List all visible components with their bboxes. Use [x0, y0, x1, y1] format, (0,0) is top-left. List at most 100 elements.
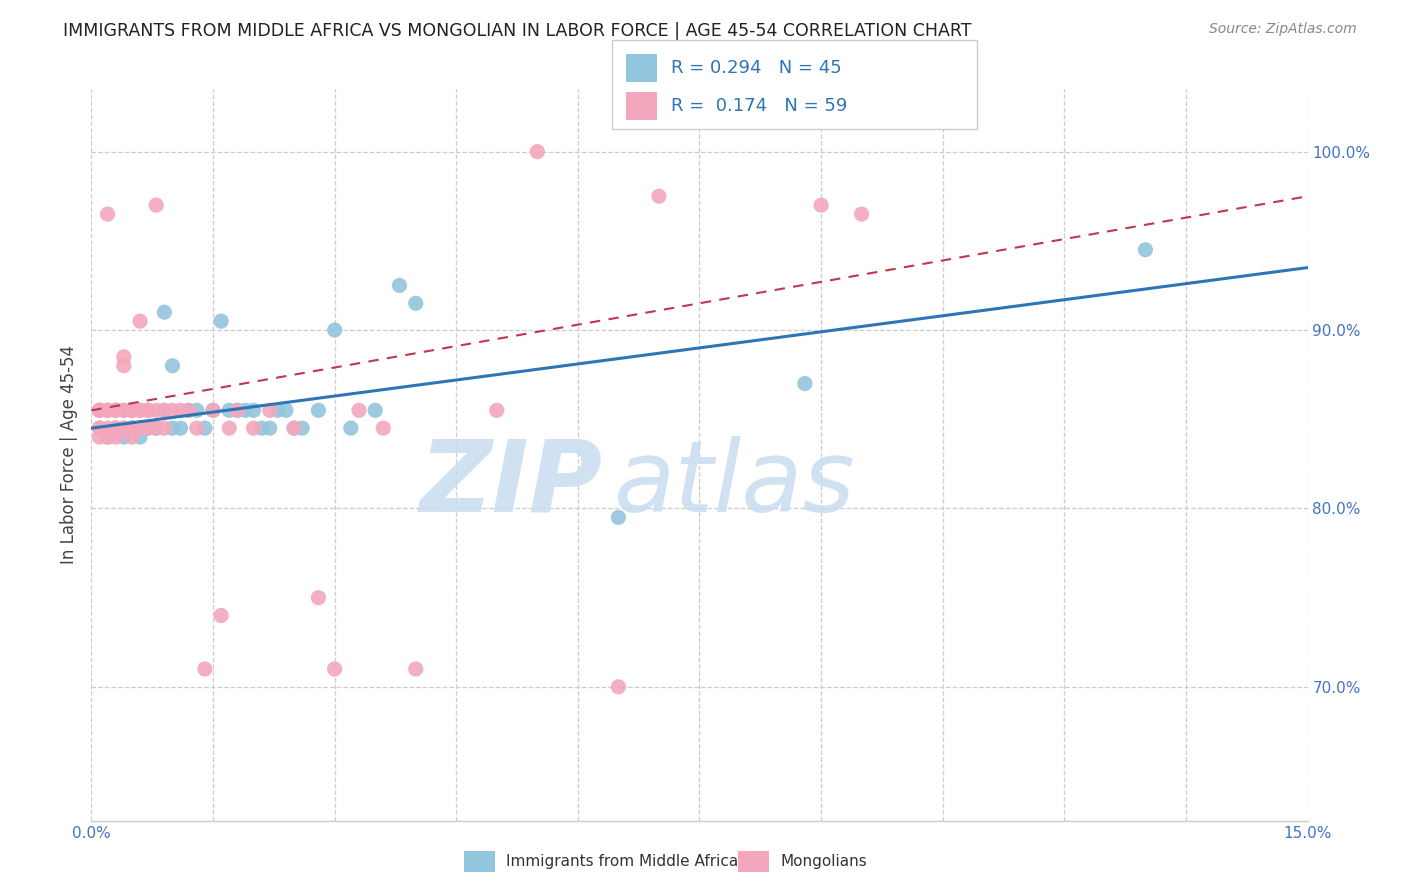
- Point: [218, 403, 240, 417]
- Point: [145, 421, 167, 435]
- Point: [235, 403, 257, 417]
- Point: [405, 296, 427, 310]
- Point: [810, 198, 832, 212]
- Point: [145, 421, 167, 435]
- Point: [112, 350, 135, 364]
- Point: [202, 403, 225, 417]
- Point: [209, 314, 232, 328]
- Point: [121, 421, 143, 435]
- Point: [129, 403, 152, 417]
- Point: [145, 403, 167, 417]
- Point: [136, 403, 159, 417]
- Point: [169, 421, 191, 435]
- Point: [388, 278, 411, 293]
- Point: [153, 305, 176, 319]
- Point: [218, 421, 240, 435]
- Point: [274, 403, 297, 417]
- Text: Immigrants from Middle Africa: Immigrants from Middle Africa: [506, 855, 738, 869]
- Point: [89, 430, 111, 444]
- Point: [364, 403, 387, 417]
- Text: Mongolians: Mongolians: [780, 855, 868, 869]
- Text: R = 0.294   N = 45: R = 0.294 N = 45: [671, 59, 841, 77]
- Point: [607, 680, 630, 694]
- Point: [104, 421, 127, 435]
- Text: R =  0.174   N = 59: R = 0.174 N = 59: [671, 97, 846, 115]
- Point: [307, 591, 329, 605]
- Point: [226, 403, 249, 417]
- Point: [283, 421, 305, 435]
- Point: [104, 403, 127, 417]
- Point: [136, 421, 159, 435]
- Point: [121, 430, 143, 444]
- Point: [250, 421, 273, 435]
- Point: [373, 421, 395, 435]
- Point: [89, 403, 111, 417]
- Point: [242, 421, 264, 435]
- Point: [283, 421, 305, 435]
- Point: [242, 403, 264, 417]
- Point: [136, 421, 159, 435]
- Y-axis label: In Labor Force | Age 45-54: In Labor Force | Age 45-54: [59, 345, 77, 565]
- Point: [129, 314, 152, 328]
- Point: [112, 403, 135, 417]
- Point: [121, 421, 143, 435]
- Point: [129, 430, 152, 444]
- Point: [129, 403, 152, 417]
- Point: [851, 207, 873, 221]
- Point: [136, 403, 159, 417]
- Point: [121, 421, 143, 435]
- Point: [104, 430, 127, 444]
- Point: [97, 207, 120, 221]
- Point: [226, 403, 249, 417]
- Point: [104, 421, 127, 435]
- Point: [162, 359, 184, 373]
- Point: [121, 403, 143, 417]
- Point: [136, 403, 159, 417]
- Text: IMMIGRANTS FROM MIDDLE AFRICA VS MONGOLIAN IN LABOR FORCE | AGE 45-54 CORRELATIO: IMMIGRANTS FROM MIDDLE AFRICA VS MONGOLI…: [63, 22, 972, 40]
- Point: [104, 403, 127, 417]
- Point: [291, 421, 314, 435]
- Point: [1135, 243, 1157, 257]
- Point: [121, 403, 143, 417]
- Point: [121, 421, 143, 435]
- Point: [112, 430, 135, 444]
- Point: [177, 403, 200, 417]
- Point: [129, 421, 152, 435]
- Point: [112, 403, 135, 417]
- Point: [169, 403, 191, 417]
- Point: [186, 403, 208, 417]
- Point: [194, 421, 217, 435]
- Point: [112, 421, 135, 435]
- Point: [162, 403, 184, 417]
- Point: [153, 403, 176, 417]
- Point: [129, 403, 152, 417]
- Point: [194, 662, 217, 676]
- Point: [607, 510, 630, 524]
- Point: [97, 403, 120, 417]
- Point: [259, 403, 281, 417]
- Point: [97, 403, 120, 417]
- Point: [112, 359, 135, 373]
- Point: [89, 421, 111, 435]
- Point: [267, 403, 290, 417]
- Point: [793, 376, 815, 391]
- Point: [323, 662, 346, 676]
- Text: atlas: atlas: [614, 435, 856, 533]
- Point: [340, 421, 363, 435]
- Point: [97, 421, 120, 435]
- Point: [162, 421, 184, 435]
- Point: [202, 403, 225, 417]
- Point: [347, 403, 370, 417]
- Point: [648, 189, 671, 203]
- Point: [104, 421, 127, 435]
- Point: [89, 403, 111, 417]
- Point: [177, 403, 200, 417]
- Point: [97, 403, 120, 417]
- Text: Source: ZipAtlas.com: Source: ZipAtlas.com: [1209, 22, 1357, 37]
- Point: [97, 430, 120, 444]
- Text: ZIP: ZIP: [419, 435, 602, 533]
- Point: [112, 421, 135, 435]
- Point: [153, 421, 176, 435]
- Point: [186, 421, 208, 435]
- Point: [145, 198, 167, 212]
